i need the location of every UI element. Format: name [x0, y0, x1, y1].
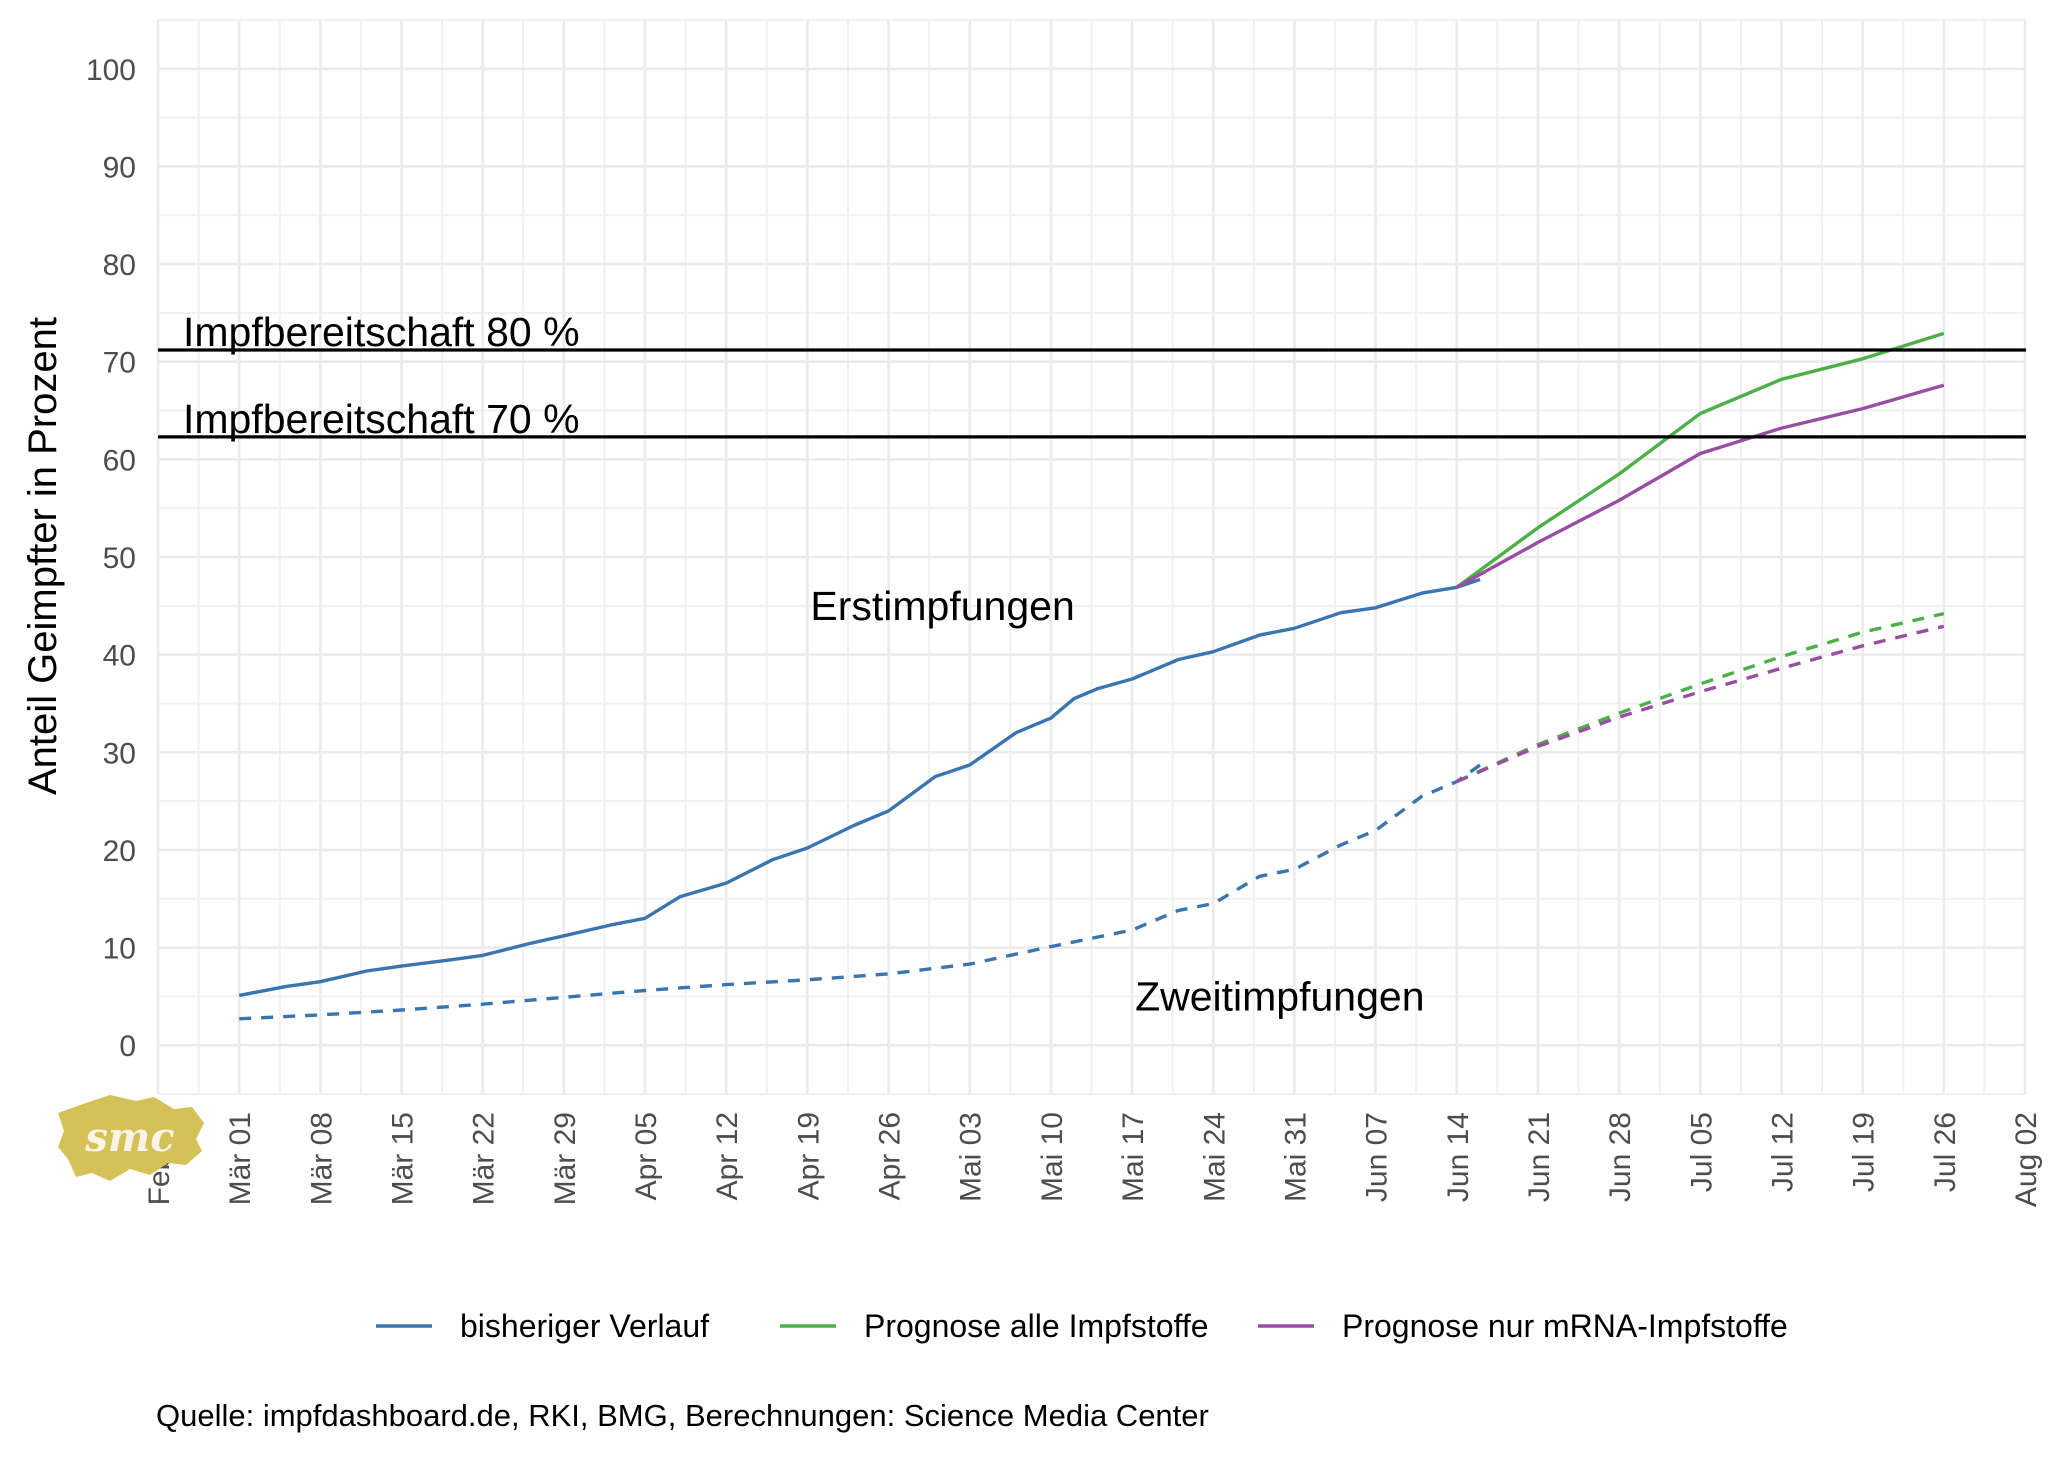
annotation-erstimpfungen: Erstimpfungen [810, 583, 1074, 629]
legend-label: bisheriger Verlauf [460, 1308, 709, 1344]
x-tick-label: Jul 19 [1848, 1112, 1881, 1192]
x-tick-label: Aug 02 [2010, 1112, 2043, 1207]
y-tick-label: 90 [103, 151, 136, 184]
x-tick-label: Mär 08 [305, 1112, 338, 1205]
source-caption: Quelle: impfdashboard.de, RKI, BMG, Bere… [156, 1398, 1209, 1433]
series-bisheriger-verlauf-zweitimpfungen [239, 763, 1481, 1021]
smc-logo-shape [58, 1095, 204, 1181]
y-tick-label: 0 [119, 1030, 136, 1063]
y-tick-label: 70 [103, 347, 136, 380]
y-tick-label: 10 [103, 933, 136, 966]
x-tick-label: Mär 01 [224, 1112, 257, 1205]
y-tick-label: 40 [103, 640, 136, 673]
legend: bisheriger Verlauf Prognose alle Impfstof… [376, 1308, 1788, 1344]
x-tick-label: Jun 14 [1442, 1112, 1475, 1202]
x-tick-label: Apr 05 [630, 1112, 663, 1200]
x-tick-label: Mai 10 [1036, 1112, 1069, 1202]
annotation-zweitimpfungen: Zweitimpfungen [1135, 973, 1424, 1019]
series-prognose-alle-impfstoffe-zweitimpfungen [1456, 611, 1945, 784]
legend-label: Prognose nur mRNA-Impfstoffe [1342, 1308, 1788, 1344]
y-tick-label: 60 [103, 444, 136, 477]
reference-line-label: Impfbereitschaft 80 % [183, 309, 580, 355]
y-tick-label: 50 [103, 542, 136, 575]
smc-logo-text: smc [84, 1114, 174, 1161]
y-tick-label: 80 [103, 249, 136, 282]
x-tick-label: Apr 12 [711, 1112, 744, 1200]
series-prognose-nur-mrna-impfstoffe-erstimpfungen [1455, 383, 1945, 589]
x-tick-label: Mär 15 [387, 1112, 420, 1205]
x-tick-label: Mai 31 [1279, 1112, 1312, 1202]
x-tick-label: Jun 07 [1361, 1112, 1394, 1202]
series-layer [238, 331, 1945, 1021]
y-axis-ticks: 0 10 20 30 40 50 60 70 80 90 100 [86, 54, 136, 1063]
x-tick-label: Jul 12 [1766, 1112, 1799, 1192]
x-tick-label: Mär 29 [549, 1112, 582, 1205]
smc-logo: smc [58, 1095, 204, 1181]
y-tick-label: 100 [86, 54, 136, 87]
legend-label: Prognose alle Impfstoffe [864, 1308, 1209, 1344]
x-tick-label: Apr 26 [874, 1112, 907, 1200]
x-tick-label: Apr 19 [792, 1112, 825, 1200]
x-tick-label: Mai 17 [1117, 1112, 1150, 1202]
y-axis-title: Anteil Geimpfter in Prozent [21, 317, 65, 795]
x-tick-label: Jun 21 [1523, 1112, 1556, 1202]
series-bisheriger-verlauf-erstimpfungen [238, 577, 1481, 998]
x-tick-label: Jul 26 [1929, 1112, 1962, 1192]
y-tick-label: 20 [103, 835, 136, 868]
x-tick-label: Mai 03 [955, 1112, 988, 1202]
series-prognose-alle-impfstoffe-erstimpfungen [1455, 331, 1945, 589]
annotations: Erstimpfungen Zweitimpfungen [810, 583, 1424, 1020]
x-tick-label: Mär 22 [468, 1112, 501, 1205]
reference-lines: Impfbereitschaft 80 % Impfbereitschaft 70… [158, 309, 2026, 442]
x-tick-label: Jun 28 [1604, 1112, 1637, 1202]
x-tick-label: Mai 24 [1198, 1112, 1231, 1202]
grid-major [156, 20, 2027, 1094]
y-tick-label: 30 [103, 737, 136, 770]
series-prognose-nur-mrna-impfstoffe-zweitimpfungen [1456, 624, 1945, 784]
x-tick-label: Jul 05 [1685, 1112, 1718, 1192]
reference-line-label: Impfbereitschaft 70 % [183, 396, 580, 442]
